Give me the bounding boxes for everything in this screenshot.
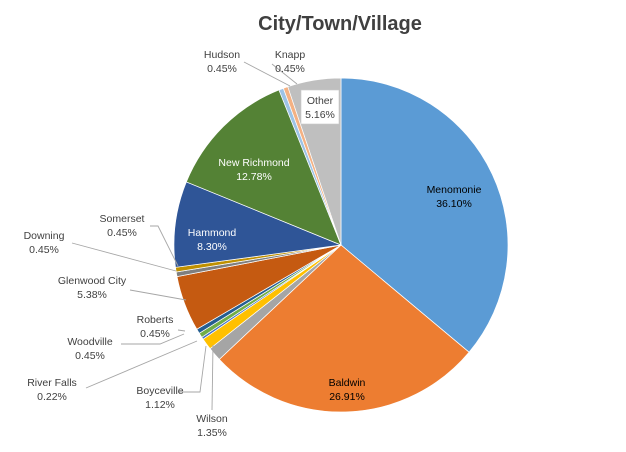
data-label-box-other <box>300 89 340 125</box>
data-label-roberts: Roberts 0.45% <box>137 314 174 340</box>
data-label-hammond: Hammond 8.30% <box>188 227 237 253</box>
pie-slice-hammond <box>173 181 343 268</box>
leader-line-hudson <box>243 61 291 87</box>
pie-slice-baldwin <box>218 244 470 413</box>
data-label-wilson: Wilson 1.35% <box>196 413 228 439</box>
leader-line-woodville <box>121 333 185 345</box>
data-label-downing: Downing 0.45% <box>24 230 65 256</box>
data-label-baldwin: Baldwin 26.91% <box>329 377 366 403</box>
leader-line-roberts <box>177 329 186 332</box>
data-label-knapp: Knapp 0.45% <box>275 49 306 75</box>
leader-lines-layer <box>71 61 298 411</box>
chart-title: City/Town/Village <box>258 13 422 35</box>
leader-line-wilson <box>211 344 214 411</box>
data-label-river-falls: River Falls 0.22% <box>27 377 77 403</box>
data-label-boyceville: Boyceville 1.12% <box>136 385 183 411</box>
leader-line-glenwood-city <box>129 289 187 301</box>
data-label-hudson: Hudson 0.45% <box>204 49 240 75</box>
data-label-new-richmond: New Richmond 12.78% <box>218 157 289 183</box>
pie-slice-new-richmond <box>185 89 342 246</box>
data-labels-layer: Menomonie 36.10% Baldwin 26.91% Wilson 1.35% B… <box>24 49 482 439</box>
data-label-menomonie: Menomonie 36.10% <box>427 184 482 210</box>
leader-line-knapp <box>271 63 298 85</box>
leader-line-boyceville <box>178 345 207 393</box>
data-label-somerset: Somerset 0.45% <box>100 213 145 239</box>
slices-layer <box>173 77 509 413</box>
data-label-glenwood-city: Glenwood City 5.38% <box>58 275 127 301</box>
leader-line-downing <box>71 242 177 272</box>
leader-line-river-falls <box>85 340 198 389</box>
data-label-woodville: Woodville 0.45% <box>67 336 112 362</box>
leader-line-somerset <box>150 225 179 267</box>
data-label-other: Other 5.16% <box>305 95 335 121</box>
pie-slice-menomonie <box>340 77 509 353</box>
